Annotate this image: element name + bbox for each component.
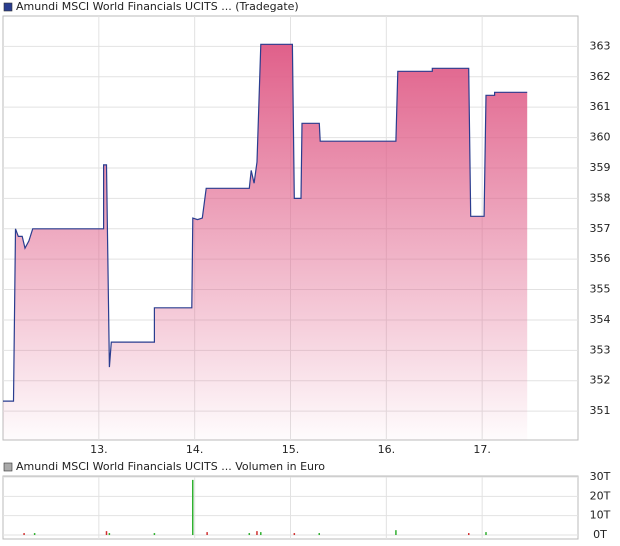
y-tick-label: 10T [590, 509, 611, 522]
y-tick-label: 20T [590, 489, 611, 502]
y-tick-label: 359 [590, 161, 611, 174]
line [3, 43, 528, 402]
bar [248, 533, 251, 535]
bar [260, 532, 262, 535]
x-tick-label: 17. [473, 443, 491, 456]
bar [293, 533, 296, 535]
y-tick-label: 363 [590, 39, 611, 52]
y-tick-label: 356 [590, 252, 611, 265]
x-tick-label: 13. [90, 443, 108, 456]
bar [256, 531, 258, 535]
area [3, 44, 528, 441]
x-tick-label: 16. [378, 443, 396, 456]
bar [318, 533, 320, 535]
bar [485, 532, 487, 535]
y-tick-label: 353 [590, 343, 611, 356]
y-tick-label: 351 [590, 404, 611, 417]
bar [153, 533, 156, 535]
bar [192, 479, 194, 535]
bar [395, 530, 397, 535]
legend-swatch [3, 462, 13, 472]
bar [33, 533, 36, 535]
y-tick-label: 354 [590, 313, 611, 326]
y-tick-label: 0T [593, 528, 607, 541]
y-tick-label: 361 [590, 100, 611, 113]
legend-swatch [3, 2, 13, 12]
y-tick-label: 360 [590, 131, 611, 144]
y-tick-label: 357 [590, 222, 611, 235]
y-tick-label: 362 [590, 70, 611, 83]
bar [108, 533, 111, 535]
y-tick-label: 30T [590, 470, 611, 483]
x-tick-label: 15. [282, 443, 300, 456]
y-tick-label: 352 [590, 374, 611, 387]
y-tick-label: 355 [590, 283, 611, 296]
x-tick-label: 14. [186, 443, 204, 456]
y-tick-label: 358 [590, 191, 611, 204]
legend-label: Amundi MSCI World Financials UCITS ... (… [16, 0, 299, 13]
bar [206, 532, 208, 535]
bar [468, 533, 470, 535]
bar [23, 533, 25, 535]
bar [105, 531, 108, 535]
legend-label: Amundi MSCI World Financials UCITS ... V… [16, 460, 325, 473]
